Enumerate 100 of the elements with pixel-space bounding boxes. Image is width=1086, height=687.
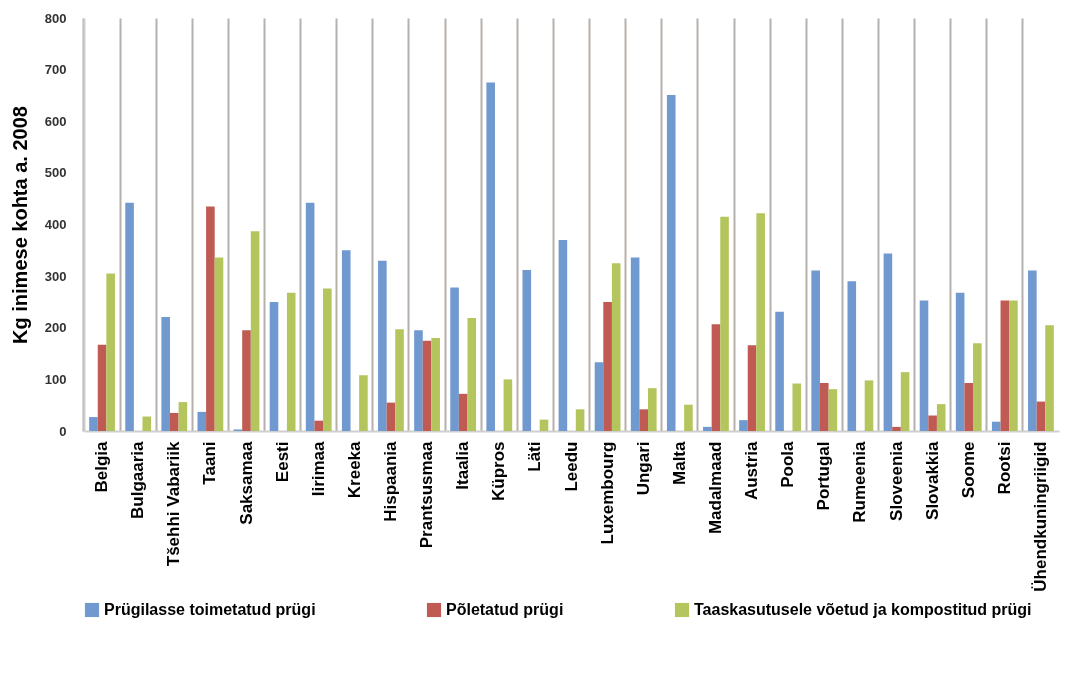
bar xyxy=(775,311,784,431)
bar xyxy=(386,402,396,431)
x-tick-label: Itaalia xyxy=(453,440,473,490)
bar xyxy=(666,94,676,431)
x-tick-label: Malta xyxy=(669,440,689,485)
bar xyxy=(611,263,621,431)
bar xyxy=(378,260,387,431)
bar xyxy=(936,404,946,431)
bar xyxy=(720,216,729,431)
bar xyxy=(359,375,368,431)
bar xyxy=(286,292,296,431)
x-tick-label: Kreeka xyxy=(344,440,364,499)
bar xyxy=(747,345,757,431)
x-tick-label: Slovakkia xyxy=(922,440,942,520)
bar xyxy=(395,329,404,431)
bar xyxy=(467,317,477,431)
bar xyxy=(106,273,115,431)
x-tick-label: Poola xyxy=(778,440,798,488)
x-tick-label: Saksamaa xyxy=(236,440,256,525)
bar xyxy=(1028,270,1037,431)
bar xyxy=(792,383,802,431)
bar xyxy=(991,421,1001,431)
y-tick-label: 400 xyxy=(44,217,67,232)
bar xyxy=(169,412,179,431)
bar xyxy=(1000,300,1010,431)
x-tick-label: Küpros xyxy=(489,441,509,501)
bar xyxy=(756,213,765,431)
bar xyxy=(900,372,910,431)
bar xyxy=(89,417,98,431)
bar xyxy=(269,301,279,431)
bar xyxy=(892,426,901,431)
x-tick-label: Eesti xyxy=(272,441,292,483)
x-tick-label: Austria xyxy=(742,440,762,501)
x-tick-label: Iirimaa xyxy=(308,440,328,497)
bar xyxy=(97,344,107,431)
y-tick-label: 700 xyxy=(44,62,67,78)
bar xyxy=(883,253,893,431)
bar xyxy=(1045,325,1054,431)
bar xyxy=(964,382,974,431)
x-tick-label: Portugal xyxy=(814,441,834,511)
bar xyxy=(142,416,152,431)
x-tick-label: Bulgaaria xyxy=(128,440,148,519)
bar xyxy=(575,409,585,431)
bar xyxy=(711,324,721,431)
bar xyxy=(1036,401,1046,431)
y-tick-label: 100 xyxy=(44,371,67,387)
bar xyxy=(819,382,829,431)
bar xyxy=(811,270,820,431)
x-tick-label: Madalmaad xyxy=(705,441,725,535)
bar xyxy=(522,269,532,431)
x-tick-label: Luxembourg xyxy=(597,441,617,545)
x-tick-label: Leedu xyxy=(561,441,581,492)
bar xyxy=(828,389,838,431)
x-tick-label: Prantsusmaa xyxy=(417,440,437,549)
bar xyxy=(323,288,332,431)
bar xyxy=(955,292,965,431)
bar xyxy=(125,202,134,431)
bar xyxy=(250,231,260,431)
bar xyxy=(864,380,874,431)
bar xyxy=(603,301,612,431)
bar xyxy=(973,343,982,431)
bar xyxy=(539,419,549,431)
bar xyxy=(431,338,440,431)
bar xyxy=(594,362,604,431)
y-axis-title: Kg inimese kohta a. 2008 xyxy=(8,106,31,344)
bar xyxy=(450,287,459,431)
bar xyxy=(847,281,857,431)
legend-label: Prügilasse toimetatud prügi xyxy=(104,601,316,618)
bar xyxy=(648,388,657,431)
bar xyxy=(341,250,351,431)
bar xyxy=(314,420,324,431)
x-tick-label: Sloveenia xyxy=(886,440,906,521)
y-tick-label: 300 xyxy=(44,268,67,284)
y-tick-label: 800 xyxy=(44,10,67,26)
bar xyxy=(739,420,748,431)
x-tick-label: Soome xyxy=(958,441,978,499)
bar xyxy=(639,409,649,431)
x-tick-label: Ungari xyxy=(633,441,653,496)
bar xyxy=(214,257,224,431)
y-tick-label: 200 xyxy=(44,320,67,336)
legend-label: Põletatud prügi xyxy=(446,601,564,618)
bar xyxy=(1009,300,1018,431)
x-tick-label: Belgia xyxy=(92,440,112,493)
bar xyxy=(503,379,513,431)
bar xyxy=(161,316,170,431)
bar xyxy=(703,426,712,431)
bar xyxy=(486,82,495,431)
y-tick-label: 0 xyxy=(59,423,67,439)
bar xyxy=(197,411,207,431)
y-tick-label: 500 xyxy=(44,165,67,181)
bar xyxy=(630,257,640,431)
bar xyxy=(206,206,215,431)
bar xyxy=(422,340,432,431)
bar xyxy=(919,300,929,431)
bar xyxy=(414,330,423,431)
x-tick-label: Hispaania xyxy=(380,440,400,522)
bar xyxy=(178,402,188,431)
x-tick-label: Rumeenia xyxy=(850,440,870,523)
bar xyxy=(558,239,568,431)
legend-label: Taaskasutusele võetud ja kompostitud prügi xyxy=(694,601,1032,618)
